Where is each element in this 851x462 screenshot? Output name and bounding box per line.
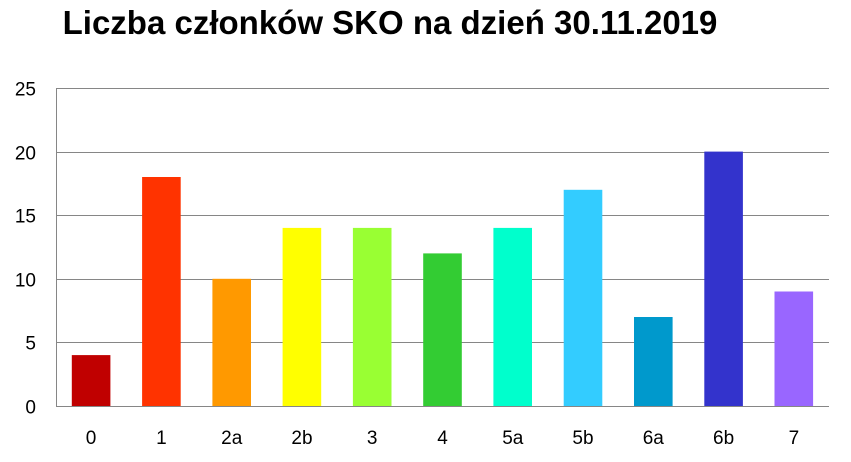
x-tick-label: 0 xyxy=(86,428,97,449)
y-tick-label: 20 xyxy=(15,144,36,165)
y-tick-label: 10 xyxy=(15,271,36,292)
bar-6a xyxy=(634,317,673,406)
bar-4 xyxy=(423,253,462,406)
x-tick-label: 6a xyxy=(643,428,665,449)
x-tick-label: 7 xyxy=(789,428,800,449)
bar-3 xyxy=(352,227,392,406)
x-tick-label: 6b xyxy=(713,428,734,449)
x-tick-label: 5b xyxy=(572,428,593,449)
bar-7 xyxy=(774,291,814,406)
bar-6b xyxy=(704,151,743,406)
x-tick-label: 2b xyxy=(291,428,312,449)
bar-2a xyxy=(212,278,251,406)
y-tick-label: 5 xyxy=(25,334,36,355)
y-tick-label: 25 xyxy=(15,80,36,101)
x-tick-label: 1 xyxy=(156,428,167,449)
bar-5a xyxy=(493,227,532,406)
bar-2b xyxy=(282,227,322,406)
y-tick-label: 0 xyxy=(25,398,36,419)
chart-title: Liczba członków SKO na dzień 30.11.2019 xyxy=(62,4,718,41)
x-tick-label: 3 xyxy=(367,428,378,449)
bar-5b xyxy=(563,189,603,406)
x-tick-label: 2a xyxy=(221,428,243,449)
x-tick-label: 5a xyxy=(502,428,524,449)
axis-labels: 0 5 10 15 20 25 0 1 2a 2b 3 4 5a 5b 6a 6b 7 xyxy=(15,80,799,450)
axes xyxy=(56,88,829,407)
bar-1 xyxy=(142,177,181,406)
bars xyxy=(71,151,814,406)
bar-0 xyxy=(71,355,111,406)
y-tick-label: 15 xyxy=(15,207,36,228)
x-tick-label: 4 xyxy=(437,428,448,449)
